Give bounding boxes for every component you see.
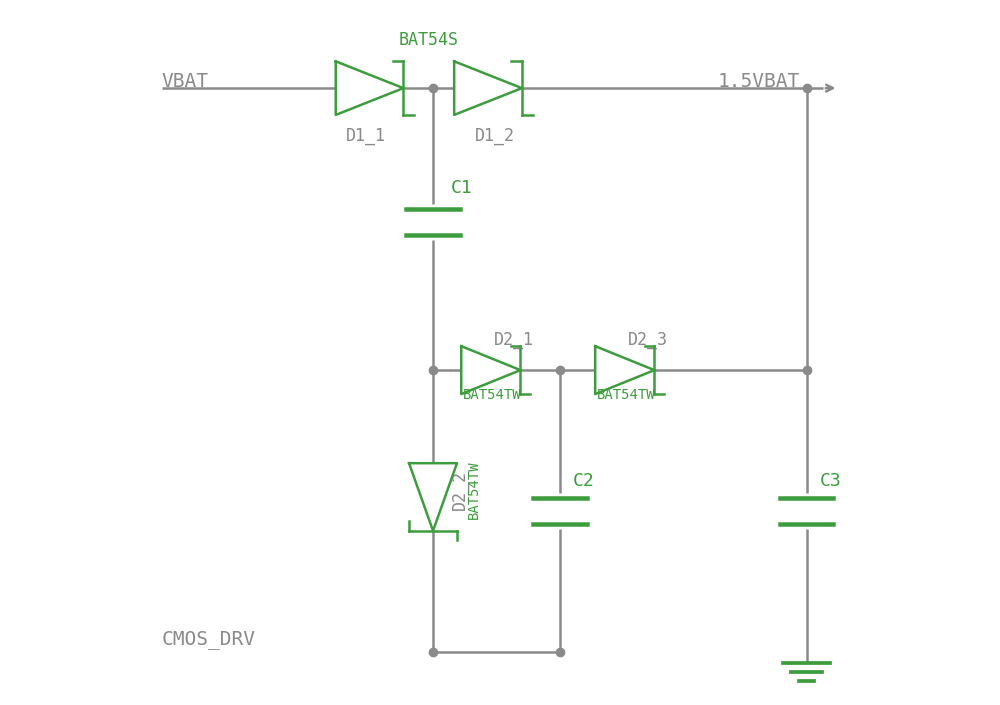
Text: D1_1: D1_1 xyxy=(346,127,386,145)
Text: C3: C3 xyxy=(819,472,841,490)
Text: CMOS_DRV: CMOS_DRV xyxy=(162,630,256,649)
Text: C2: C2 xyxy=(573,472,594,490)
Text: BAT54TW: BAT54TW xyxy=(597,388,655,402)
Text: 1.5VBAT: 1.5VBAT xyxy=(717,72,800,90)
Text: C1: C1 xyxy=(451,179,472,197)
Text: D2_2: D2_2 xyxy=(451,470,469,510)
Text: VBAT: VBAT xyxy=(162,72,209,90)
Text: BAT54TW: BAT54TW xyxy=(467,460,481,520)
Text: D2_3: D2_3 xyxy=(628,331,668,349)
Text: D2_1: D2_1 xyxy=(494,331,534,349)
Text: BAT54TW: BAT54TW xyxy=(463,388,521,402)
Text: D1_2: D1_2 xyxy=(475,127,515,145)
Text: BAT54S: BAT54S xyxy=(399,31,459,49)
